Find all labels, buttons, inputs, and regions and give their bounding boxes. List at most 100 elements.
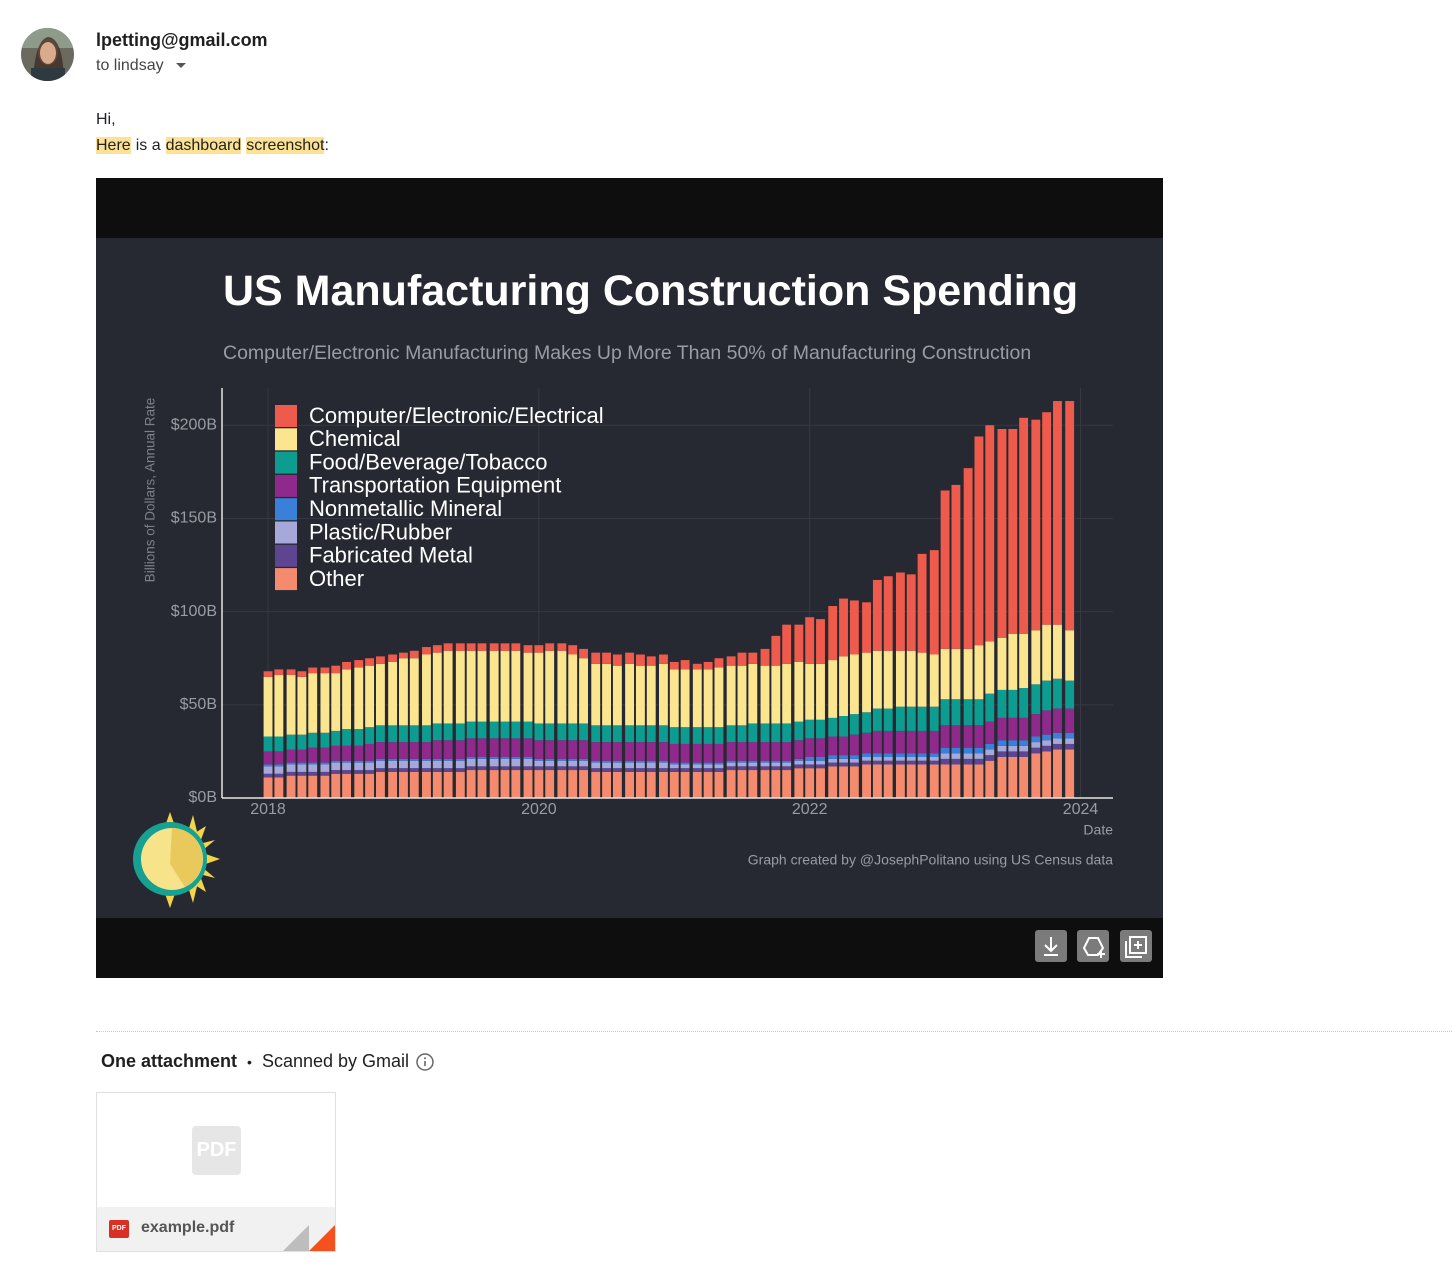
bar-segment	[828, 758, 838, 763]
bar-segment	[591, 663, 601, 726]
bar-segment	[771, 770, 781, 798]
bar-segment	[320, 667, 330, 674]
bar-segment	[816, 619, 825, 664]
bar-segment	[669, 669, 679, 728]
bar-segment	[286, 764, 296, 772]
bar-segment	[816, 738, 825, 757]
bar-segment	[489, 721, 499, 739]
bar-segment	[432, 645, 442, 653]
bar-segment	[297, 771, 307, 776]
bar-segment	[331, 770, 341, 774]
bar-segment	[432, 758, 442, 761]
bar-segment	[388, 760, 398, 769]
bar-segment	[828, 660, 838, 718]
bar-segment	[771, 762, 781, 767]
bar-segment	[680, 762, 690, 765]
bar-segment	[1008, 429, 1018, 634]
x-tick-label: 2020	[521, 801, 557, 818]
bar-segment	[286, 749, 296, 763]
bar-segment	[399, 725, 408, 743]
bar-segment	[625, 760, 635, 763]
bar-segment	[862, 602, 871, 653]
bar-segment	[523, 652, 533, 722]
bar-segment	[737, 770, 747, 798]
bar-segment	[680, 768, 690, 772]
bar-segment	[714, 667, 724, 728]
bar-segment	[579, 648, 588, 659]
image-toolbar	[96, 918, 1163, 978]
bar-segment	[658, 771, 668, 798]
bar-segment	[612, 762, 622, 769]
bar-segment	[1065, 401, 1075, 631]
bar-segment	[737, 665, 747, 726]
bar-segment	[635, 665, 645, 726]
x-tick-label: 2024	[1063, 801, 1099, 818]
sender-avatar[interactable]	[21, 28, 74, 81]
bar-segment	[940, 725, 950, 748]
bar-segment	[625, 725, 635, 743]
bar-segment	[872, 753, 882, 757]
bar-segment	[297, 764, 307, 772]
bar-segment	[511, 738, 521, 757]
bar-segment	[883, 764, 893, 798]
bar-segment	[862, 712, 871, 733]
bar-segment	[568, 760, 578, 767]
bar-segment	[849, 600, 859, 655]
bar-segment	[263, 751, 273, 765]
bar-segment	[760, 760, 770, 763]
bar-segment	[895, 764, 905, 798]
legend-swatch	[275, 428, 297, 451]
bar-segment	[737, 725, 747, 743]
bar-segment	[557, 650, 567, 724]
bar-segment	[951, 747, 961, 754]
bar-segment	[839, 736, 848, 756]
bar-segment	[1019, 745, 1029, 752]
bar-segment	[760, 766, 770, 771]
bar-segment	[409, 650, 419, 659]
bar-segment	[951, 725, 961, 748]
info-icon[interactable]	[415, 1052, 435, 1072]
bar-segment	[354, 760, 364, 763]
y-tick-label: $200B	[171, 416, 217, 433]
bar-segment	[1053, 738, 1062, 744]
bar-segment	[365, 773, 375, 798]
legend-swatch	[275, 405, 297, 427]
bar-segment	[1065, 680, 1075, 709]
bar-segment	[646, 771, 656, 798]
bar-segment	[1065, 743, 1075, 750]
bar-segment	[591, 771, 601, 798]
bar-segment	[951, 753, 961, 759]
bar-segment	[703, 661, 713, 670]
bar-segment	[612, 665, 622, 726]
bar-segment	[658, 760, 668, 763]
recipient[interactable]: to lindsay	[96, 57, 188, 75]
bar-segment	[692, 762, 702, 765]
bar-segment	[342, 762, 352, 771]
bar-segment	[354, 745, 364, 761]
bar-segment	[940, 758, 950, 765]
save-to-drive-button[interactable]	[1077, 930, 1109, 962]
download-button[interactable]	[1035, 930, 1067, 962]
bar-segment	[1042, 745, 1052, 752]
avatar-image	[21, 28, 74, 81]
bar-segment	[940, 648, 950, 700]
add-to-photos-button[interactable]	[1120, 930, 1152, 962]
bar-segment	[354, 660, 364, 668]
bar-segment	[828, 762, 838, 767]
bar-segment	[669, 762, 679, 765]
bar-segment	[286, 734, 296, 750]
bar-segment	[635, 742, 645, 761]
bar-segment	[714, 768, 724, 772]
attachment-card[interactable]: PDF PDF example.pdf	[96, 1092, 336, 1252]
legend-swatch	[275, 568, 297, 591]
bar-segment	[263, 671, 273, 677]
bar-segment	[669, 768, 679, 772]
bar-segment	[602, 768, 612, 772]
inline-image[interactable]: US Manufacturing Construction Spending C…	[96, 178, 1163, 978]
bar-segment	[320, 732, 330, 748]
bar-segment	[308, 732, 318, 748]
bar-segment	[1019, 740, 1029, 746]
bar-segment	[748, 723, 758, 743]
bar-segment	[883, 708, 893, 731]
bar-segment	[466, 650, 476, 722]
